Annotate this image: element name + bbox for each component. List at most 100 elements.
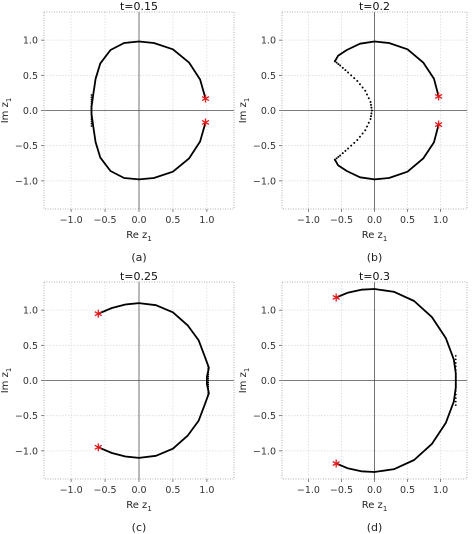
data-point bbox=[358, 83, 361, 86]
x-tick-label: 0.5 bbox=[400, 215, 415, 226]
x-tick-label: −1.0 bbox=[60, 485, 83, 496]
y-axis-label-text: Im z bbox=[238, 102, 249, 123]
y-tick-label: −0.5 bbox=[15, 411, 38, 422]
y-axis-label-text: Im z bbox=[238, 372, 249, 393]
y-axis-label-subscript: 1 bbox=[243, 368, 251, 372]
x-tick-label: −1.0 bbox=[60, 215, 83, 226]
data-point bbox=[454, 369, 457, 371]
data-point bbox=[207, 373, 210, 376]
data-point bbox=[454, 372, 457, 375]
data-point bbox=[364, 129, 367, 132]
data-point bbox=[366, 93, 369, 96]
data-point bbox=[454, 404, 457, 407]
data-point bbox=[454, 365, 457, 368]
data-point bbox=[356, 139, 359, 142]
panel-caption: (d) bbox=[367, 521, 383, 534]
y-axis-label: Im z1 bbox=[238, 368, 251, 394]
y-axis-label: Im z1 bbox=[0, 368, 13, 394]
panel-2: −1.0 −0.5 0.0 0.5 1.0 −1.0 −0.5 0.0 0.5 1.0 t=0.2 R… bbox=[238, 0, 468, 264]
panel-4: −1.0 −0.5 0.0 0.5 1.0 −1.0 −0.5 0.0 0.5 1.0 t=0.3 R… bbox=[238, 270, 468, 534]
data-point bbox=[207, 387, 210, 390]
y-tick-label: −0.5 bbox=[253, 411, 276, 422]
data-point bbox=[337, 63, 340, 66]
y-tick-label: −0.5 bbox=[15, 141, 38, 152]
x-axis-label-subscript: 1 bbox=[147, 505, 151, 513]
data-point bbox=[335, 61, 338, 64]
data-point bbox=[339, 154, 342, 157]
data-point bbox=[361, 132, 364, 135]
data-point bbox=[207, 369, 210, 372]
data-point bbox=[367, 121, 370, 124]
data-point bbox=[90, 100, 93, 103]
x-axis-label-text: Re z bbox=[126, 500, 147, 511]
data-point bbox=[90, 96, 93, 99]
data-point bbox=[353, 77, 356, 80]
y-tick-label: 0.5 bbox=[23, 71, 38, 82]
y-axis-label-subscript: 1 bbox=[5, 368, 13, 372]
x-tick-label: −1.0 bbox=[297, 485, 320, 496]
data-point bbox=[369, 117, 372, 120]
x-axis-label: Re z1 bbox=[126, 230, 152, 243]
y-axis-label-text: Im z bbox=[0, 102, 11, 123]
data-point bbox=[207, 391, 210, 394]
star-marker bbox=[332, 293, 340, 302]
y-tick-label: −1.0 bbox=[253, 446, 276, 457]
data-point bbox=[90, 105, 93, 107]
data-point bbox=[207, 375, 210, 378]
star-marker bbox=[332, 459, 340, 468]
star-marker-stroke bbox=[332, 294, 340, 301]
star-marker-stroke bbox=[201, 95, 210, 102]
x-axis-label-subscript: 1 bbox=[147, 235, 151, 243]
data-point bbox=[207, 389, 210, 392]
data-point bbox=[347, 71, 350, 74]
y-tick-label: 1.0 bbox=[261, 36, 276, 47]
x-tick-label: 0.5 bbox=[400, 485, 415, 496]
y-tick-label: 0.5 bbox=[261, 71, 276, 82]
data-point bbox=[341, 152, 344, 155]
panel-1: −1.0 −0.5 0.0 0.5 1.0 −1.0 −0.5 0.0 0.5 1.0 t=0.15… bbox=[0, 0, 235, 264]
data-point bbox=[347, 147, 350, 150]
x-tick-label: −0.5 bbox=[330, 215, 353, 226]
data-point bbox=[337, 155, 340, 158]
data-point bbox=[90, 107, 93, 110]
data-point bbox=[207, 367, 210, 370]
data-point bbox=[339, 64, 342, 67]
data-point bbox=[350, 144, 353, 147]
panel-caption: (b) bbox=[367, 251, 383, 264]
y-axis-label: Im z1 bbox=[238, 98, 251, 124]
data-point bbox=[454, 376, 457, 378]
data-point bbox=[90, 102, 93, 105]
x-tick-label: 0.5 bbox=[165, 485, 180, 496]
data-point bbox=[90, 114, 93, 116]
data-point bbox=[90, 94, 93, 96]
x-tick-label: 0.0 bbox=[131, 215, 146, 226]
data-point bbox=[369, 101, 372, 104]
y-tick-label: −1.0 bbox=[15, 176, 38, 187]
chart-title: t=0.2 bbox=[359, 0, 390, 13]
data-point bbox=[207, 383, 210, 386]
y-tick-label: 0.0 bbox=[261, 376, 276, 387]
x-tick-label: 0.0 bbox=[367, 215, 382, 226]
y-tick-label: 0.0 bbox=[23, 106, 38, 117]
data-point bbox=[344, 149, 347, 152]
x-tick-label: 1.0 bbox=[199, 485, 214, 496]
y-tick-label: 0.5 bbox=[23, 341, 38, 352]
data-point bbox=[370, 112, 373, 115]
data-point bbox=[90, 116, 93, 119]
star-marker bbox=[94, 443, 103, 452]
y-tick-label: 1.0 bbox=[261, 306, 276, 317]
x-axis-label-subscript: 1 bbox=[383, 505, 387, 513]
series-curve bbox=[334, 123, 440, 181]
y-tick-label: −1.0 bbox=[253, 176, 276, 187]
data-point bbox=[364, 89, 367, 92]
y-axis-label-subscript: 1 bbox=[243, 98, 251, 102]
x-axis-label: Re z1 bbox=[362, 500, 388, 513]
chart-title: t=0.25 bbox=[120, 270, 158, 283]
data-point bbox=[207, 381, 210, 384]
data-point bbox=[90, 125, 93, 127]
chart-title: t=0.3 bbox=[359, 270, 390, 283]
x-axis-label-subscript: 1 bbox=[383, 235, 387, 243]
data-point bbox=[454, 386, 457, 389]
data-point bbox=[367, 97, 370, 100]
x-tick-label: 1.0 bbox=[199, 215, 214, 226]
